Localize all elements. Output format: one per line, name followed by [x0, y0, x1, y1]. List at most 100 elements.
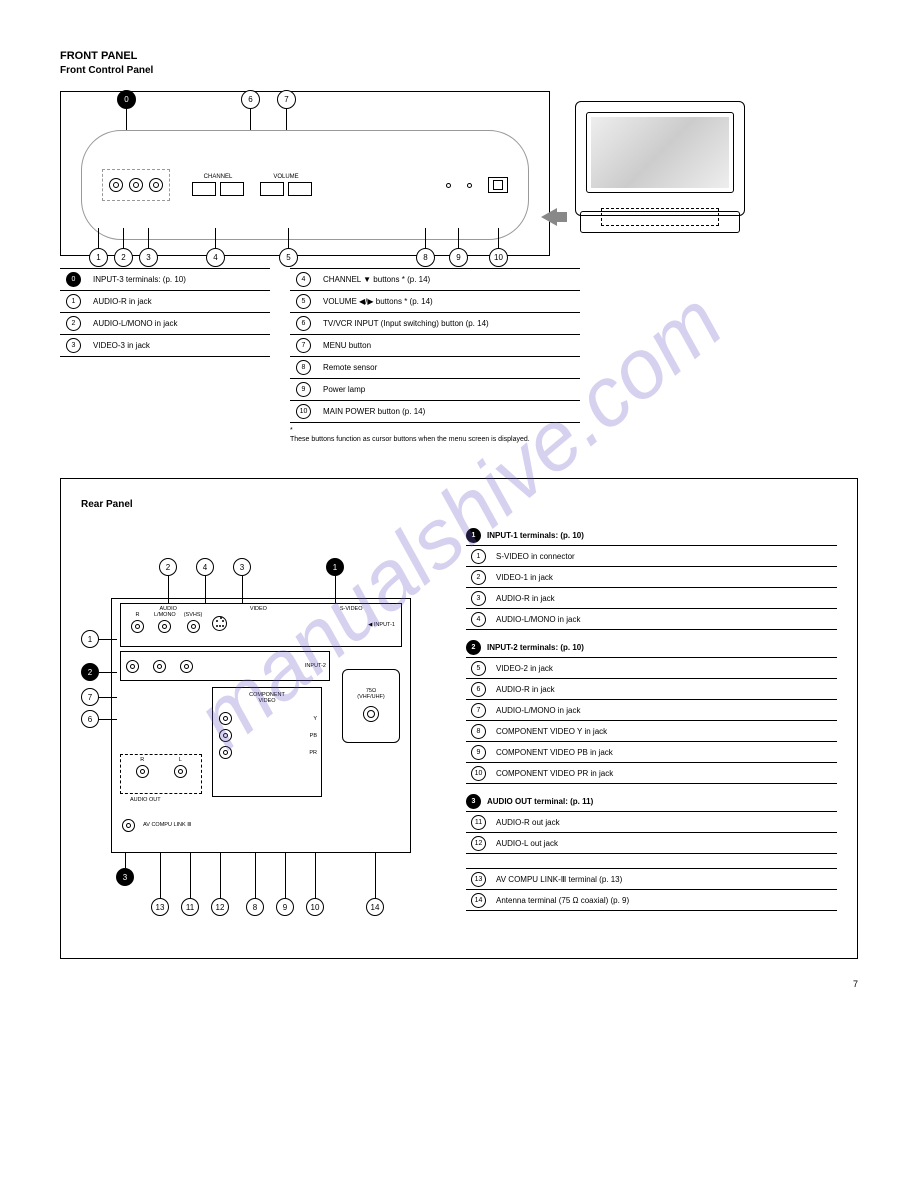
volume-up-button: [288, 182, 312, 196]
rear-group-header: 1 INPUT-1 terminals: (p. 10): [466, 528, 837, 543]
callout-6: 6: [241, 90, 260, 109]
label: R: [129, 612, 146, 618]
callout-5: 5: [279, 248, 298, 267]
rear-group-header: 3 AUDIO OUT terminal: (p. 11): [466, 794, 837, 809]
table-row: 7: [296, 338, 311, 353]
jack-video3: [149, 178, 163, 192]
callout-2: 2: [114, 248, 133, 267]
table-row: 8: [471, 724, 486, 739]
rear-callout-4: 4: [196, 558, 214, 576]
table-row: 6: [471, 682, 486, 697]
table-row: 1: [66, 294, 81, 309]
label: 75Ω (VHF/UHF): [357, 688, 385, 700]
table-row: 4: [471, 612, 486, 627]
table-row: TV/VCR INPUT (Input switching) button (p…: [317, 313, 580, 335]
table-row: 7: [471, 703, 486, 718]
label: PR: [309, 750, 317, 756]
table-row: INPUT-3 terminals: (p. 10): [87, 269, 270, 291]
rear-callout-2: 2: [159, 558, 177, 576]
table-row: 11: [471, 815, 486, 830]
label: S-VIDEO: [340, 606, 363, 612]
group-number: 3: [466, 794, 481, 809]
table-row: 9: [471, 745, 486, 760]
table-row: VIDEO-2 in jack: [491, 658, 837, 679]
rear-callout-1: 1: [81, 630, 99, 648]
volume-down-button: [260, 182, 284, 196]
rear-index-table: 5VIDEO-2 in jack6AUDIO-R in jack7AUDIO-L…: [466, 657, 837, 784]
table-row: 1: [471, 549, 486, 564]
table-row: 6: [296, 316, 311, 331]
table-row: Antenna terminal (75 Ω coaxial) (p. 9): [491, 890, 837, 911]
power-lamp: [467, 183, 472, 188]
label: INPUT-2: [305, 663, 326, 669]
table-row: VIDEO-1 in jack: [491, 567, 837, 588]
group-number: 1: [466, 528, 481, 543]
group-header-text: INPUT-2 terminals: (p. 10): [487, 643, 584, 652]
page-title: FRONT PANEL: [60, 50, 858, 62]
front-panel-diagram: 0 6 7 CHANNEL VOLUME: [60, 91, 550, 256]
main-power-button: [488, 177, 508, 193]
antenna-terminal: 75Ω (VHF/UHF): [342, 669, 400, 743]
rear-callout-10: 10: [306, 898, 324, 916]
label: (SVHS): [184, 612, 203, 618]
table-row: AUDIO-R in jack: [491, 588, 837, 609]
group-header-text: INPUT-1 terminals: (p. 10): [487, 531, 584, 540]
table-row: AUDIO-R in jack: [87, 291, 270, 313]
group-header-text: AUDIO OUT terminal: (p. 11): [487, 797, 593, 806]
table-row: 13: [471, 872, 486, 887]
table-row: CHANNEL ▼ buttons * (p. 14): [317, 269, 580, 291]
channel-up-button: [220, 182, 244, 196]
table-row: 5: [296, 294, 311, 309]
label: AUDIO OUT: [130, 797, 161, 803]
rear-callout-13: 13: [151, 898, 169, 916]
rear-callout-g1: 1: [326, 558, 344, 576]
label: AV COMPU LINK Ⅲ: [143, 822, 191, 828]
table-row: 3: [471, 591, 486, 606]
table-row: 0: [66, 272, 81, 287]
table-row: 3: [66, 338, 81, 353]
rear-callout-12: 12: [211, 898, 229, 916]
rear-callout-6: 6: [81, 710, 99, 728]
table-row: 9: [296, 382, 311, 397]
label: COMPONENT VIDEO: [217, 692, 317, 704]
rear-callout-9: 9: [276, 898, 294, 916]
footnote: These buttons function as cursor buttons…: [290, 436, 580, 443]
table-row: 14: [471, 893, 486, 908]
tv-illustration: [565, 91, 755, 241]
rear-extra-table: 13AV COMPU LINK-Ⅲ terminal (p. 13) 14Ant…: [466, 868, 837, 911]
label: ◀ INPUT-1: [368, 622, 395, 628]
callout-4: 4: [206, 248, 225, 267]
rear-index-table: 1S-VIDEO in connector2VIDEO-1 in jack3AU…: [466, 545, 837, 630]
callout-9: 9: [449, 248, 468, 267]
front-index-table-left: 0 INPUT-3 terminals: (p. 10) 1 AUDIO-R in …: [60, 268, 270, 357]
callout-8: 8: [416, 248, 435, 267]
rear-callout-14: 14: [366, 898, 384, 916]
table-row: VIDEO-3 in jack: [87, 335, 270, 357]
arrow-icon: [541, 208, 557, 226]
remote-sensor: [446, 183, 451, 188]
rear-callout-g3: 3: [116, 868, 134, 886]
page-number: 7: [60, 979, 858, 989]
table-row: AUDIO-L/MONO in jack: [491, 609, 837, 630]
table-row: AUDIO-R in jack: [491, 679, 837, 700]
table-row: AUDIO-L/MONO in jack: [491, 700, 837, 721]
callout-0: 0: [117, 90, 136, 109]
callout-3: 3: [139, 248, 158, 267]
table-row: 8: [296, 360, 311, 375]
rear-callout-3: 3: [233, 558, 251, 576]
table-row: AUDIO-L out jack: [491, 833, 837, 854]
rear-panel-diagram: 2 4 3 1 1 2 7 6 AUDIOVIDEOS-VIDEO R L/MO…: [81, 518, 441, 938]
table-row: Power lamp: [317, 379, 580, 401]
label: PB: [310, 733, 317, 739]
table-row: 4: [296, 272, 311, 287]
label: VIDEO: [250, 606, 267, 612]
table-row: MAIN POWER button (p. 14): [317, 401, 580, 423]
table-row: S-VIDEO in connector: [491, 546, 837, 567]
callout-7: 7: [277, 90, 296, 109]
label: L/MONO: [154, 612, 176, 618]
group-number: 2: [466, 640, 481, 655]
svideo-connector: [212, 616, 227, 631]
volume-label: VOLUME: [273, 174, 298, 180]
channel-down-button: [192, 182, 216, 196]
table-row: VOLUME ◀/▶ buttons * (p. 14): [317, 291, 580, 313]
